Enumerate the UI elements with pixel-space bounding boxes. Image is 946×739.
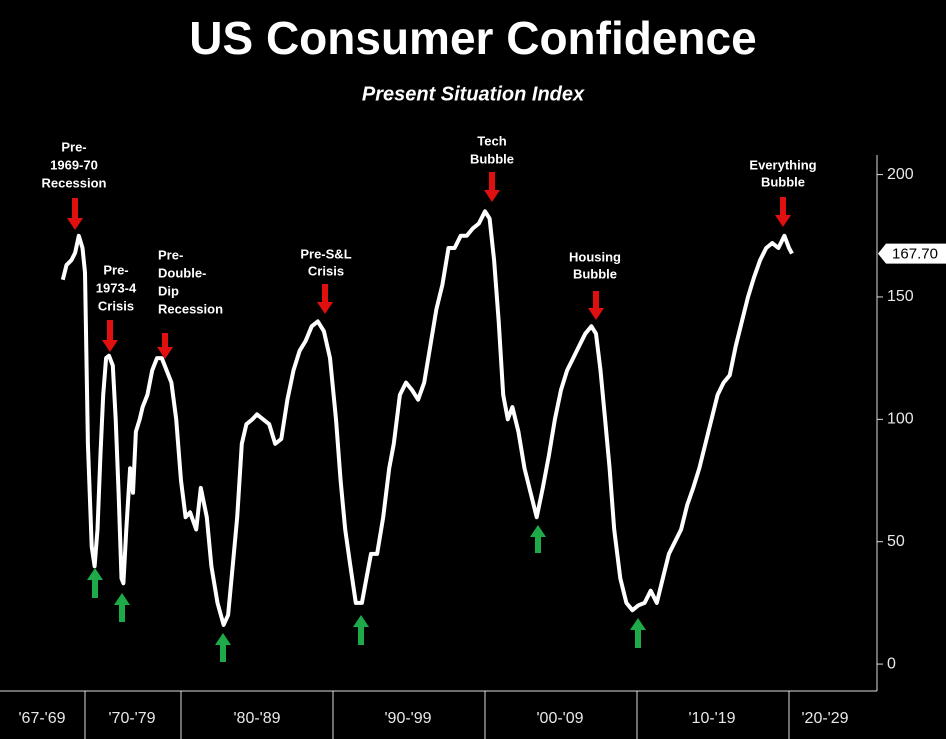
green-arrow xyxy=(353,615,369,645)
annotation: Pre- xyxy=(61,139,86,154)
annotation: Recession xyxy=(41,175,106,190)
green-arrow xyxy=(630,618,646,648)
red-arrow xyxy=(775,197,791,227)
annotation: Tech xyxy=(477,133,506,148)
green-arrow xyxy=(530,525,546,553)
annotation: Pre- xyxy=(158,247,183,262)
annotation: Pre-S&L xyxy=(300,246,351,261)
annotation: Crisis xyxy=(308,263,344,278)
last-value-label: 167.70 xyxy=(892,246,938,263)
red-arrow xyxy=(102,320,118,352)
x-axis-label: '70-'79 xyxy=(108,710,155,727)
annotation: Bubble xyxy=(761,174,805,189)
green-arrow xyxy=(114,593,130,622)
annotation: Crisis xyxy=(98,298,134,313)
series-line xyxy=(60,209,794,627)
annotation: 1973-4 xyxy=(96,280,137,295)
green-arrow xyxy=(215,633,231,662)
annotation: Bubble xyxy=(573,266,617,281)
annotation: Everything xyxy=(749,157,816,172)
y-tick-label: 50 xyxy=(887,533,905,550)
x-axis-label: '80-'89 xyxy=(233,710,280,727)
peak-arrows xyxy=(67,172,791,359)
chart-title: US Consumer Confidence xyxy=(189,12,756,64)
y-tick-label: 150 xyxy=(887,288,914,305)
annotation: Housing xyxy=(569,249,621,264)
trough-arrows xyxy=(87,525,646,662)
green-arrow xyxy=(87,568,103,598)
red-arrow xyxy=(67,198,83,230)
annotation: Recession xyxy=(158,301,223,316)
x-axis-label: '67-'69 xyxy=(18,710,65,727)
red-arrow xyxy=(317,284,333,314)
red-arrow xyxy=(588,291,604,320)
annotation: Bubble xyxy=(470,151,514,166)
y-tick-label: 100 xyxy=(887,411,914,428)
red-arrow xyxy=(484,172,500,202)
last-value-box xyxy=(878,243,946,264)
x-axis-label: '00-'09 xyxy=(536,710,583,727)
annotation: Pre- xyxy=(103,262,128,277)
y-tick-label: 0 xyxy=(887,655,896,672)
x-axis-label: '20-'29 xyxy=(801,710,848,727)
annotation: Double- xyxy=(158,265,206,280)
red-arrow xyxy=(157,333,173,359)
y-tick-label: 200 xyxy=(887,166,914,183)
x-axis-label: '90-'99 xyxy=(384,710,431,727)
chart-subtitle: Present Situation Index xyxy=(362,83,585,105)
x-axis-label: '10-'19 xyxy=(688,710,735,727)
annotation: Dip xyxy=(158,283,179,298)
annotation: 1969-70 xyxy=(50,157,98,172)
